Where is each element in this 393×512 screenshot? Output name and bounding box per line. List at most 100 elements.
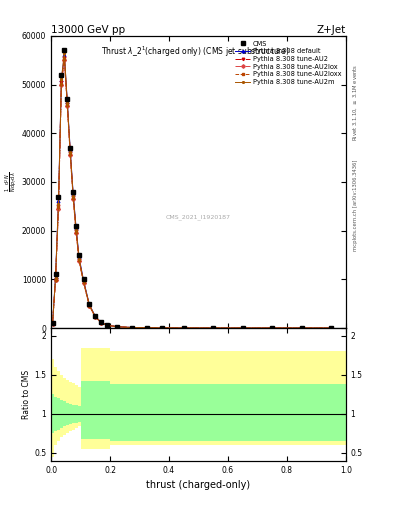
- CMS: [270, 325, 275, 331]
- Text: 13000 GeV pp: 13000 GeV pp: [51, 25, 125, 35]
- Pythia 8.308 tune-AU2: [299, 325, 304, 331]
- Pythia 8.308 tune-AU2loxx: [59, 80, 64, 87]
- Pythia 8.308 tune-AU2loxx: [241, 325, 245, 331]
- Pythia 8.308 tune-AU2loxx: [65, 102, 70, 109]
- Pythia 8.308 tune-AU2: [93, 314, 98, 320]
- CMS: [50, 319, 55, 326]
- Pythia 8.308 default: [59, 77, 64, 83]
- CMS: [56, 194, 61, 200]
- Pythia 8.308 tune-AU2m: [77, 256, 81, 262]
- Pythia 8.308 tune-AU2lox: [182, 325, 186, 331]
- Pythia 8.308 tune-AU2lox: [130, 325, 134, 331]
- CMS: [74, 223, 79, 229]
- Line: Pythia 8.308 default: Pythia 8.308 default: [51, 54, 332, 329]
- Pythia 8.308 tune-AU2loxx: [53, 276, 58, 283]
- Pythia 8.308 tune-AU2m: [329, 325, 333, 331]
- Pythia 8.308 tune-AU2lox: [62, 57, 67, 63]
- Pythia 8.308 tune-AU2lox: [93, 314, 98, 320]
- Pythia 8.308 default: [329, 325, 333, 331]
- Pythia 8.308 tune-AU2lox: [99, 319, 104, 326]
- Pythia 8.308 tune-AU2lox: [145, 325, 149, 331]
- Pythia 8.308 tune-AU2lox: [115, 324, 120, 330]
- Pythia 8.308 tune-AU2lox: [299, 325, 304, 331]
- CMS: [59, 72, 64, 78]
- CMS: [130, 325, 134, 331]
- Y-axis label: $\frac{1}{\mathrm{N}}\frac{\mathrm{d}^2N}{\mathrm{d}p_T\mathrm{d}\lambda}$: $\frac{1}{\mathrm{N}}\frac{\mathrm{d}^2N…: [4, 172, 20, 193]
- Pythia 8.308 default: [62, 52, 67, 58]
- Pythia 8.308 tune-AU2lox: [159, 325, 164, 331]
- Pythia 8.308 tune-AU2loxx: [145, 325, 149, 331]
- Pythia 8.308 default: [74, 225, 79, 231]
- Pythia 8.308 tune-AU2loxx: [182, 325, 186, 331]
- Pythia 8.308 tune-AU2: [65, 101, 70, 107]
- Pythia 8.308 default: [87, 302, 92, 308]
- CMS: [77, 252, 81, 258]
- Line: CMS: CMS: [51, 49, 333, 330]
- CMS: [241, 325, 245, 331]
- Pythia 8.308 tune-AU2loxx: [130, 325, 134, 331]
- Text: Thrust $\lambda\_2^1$(charged only) (CMS jet substructure): Thrust $\lambda\_2^1$(charged only) (CMS…: [101, 45, 290, 59]
- Pythia 8.308 tune-AU2m: [115, 324, 120, 330]
- Pythia 8.308 tune-AU2lox: [56, 206, 61, 212]
- Pythia 8.308 default: [159, 325, 164, 331]
- CMS: [99, 319, 104, 325]
- Pythia 8.308 default: [53, 274, 58, 280]
- Pythia 8.308 tune-AU2loxx: [77, 257, 81, 263]
- CMS: [93, 313, 98, 319]
- Pythia 8.308 tune-AU2m: [65, 100, 70, 106]
- Pythia 8.308 tune-AU2m: [270, 325, 275, 331]
- Pythia 8.308 tune-AU2: [53, 276, 58, 283]
- Pythia 8.308 tune-AU2m: [59, 76, 64, 82]
- Pythia 8.308 tune-AU2loxx: [56, 204, 61, 210]
- Pythia 8.308 tune-AU2m: [87, 302, 92, 308]
- CMS: [62, 48, 67, 54]
- Pythia 8.308 tune-AU2lox: [71, 196, 75, 202]
- CMS: [68, 145, 73, 151]
- Legend: CMS, Pythia 8.308 default, Pythia 8.308 tune-AU2, Pythia 8.308 tune-AU2lox, Pyth: CMS, Pythia 8.308 default, Pythia 8.308 …: [234, 39, 343, 86]
- Pythia 8.308 tune-AU2loxx: [74, 229, 79, 235]
- CMS: [211, 325, 216, 331]
- Pythia 8.308 tune-AU2m: [241, 325, 245, 331]
- Pythia 8.308 tune-AU2: [56, 203, 61, 209]
- CMS: [329, 325, 333, 331]
- Pythia 8.308 tune-AU2lox: [241, 325, 245, 331]
- Pythia 8.308 tune-AU2m: [50, 320, 55, 326]
- Pythia 8.308 default: [71, 191, 75, 197]
- CMS: [105, 322, 109, 328]
- Pythia 8.308 tune-AU2: [241, 325, 245, 331]
- Pythia 8.308 tune-AU2lox: [211, 325, 216, 331]
- Pythia 8.308 tune-AU2: [74, 227, 79, 233]
- Pythia 8.308 tune-AU2m: [93, 313, 98, 319]
- Text: mcplots.cern.ch [arXiv:1306.3436]: mcplots.cern.ch [arXiv:1306.3436]: [353, 159, 358, 250]
- Line: Pythia 8.308 tune-AU2: Pythia 8.308 tune-AU2: [51, 56, 332, 329]
- CMS: [145, 325, 149, 331]
- Pythia 8.308 default: [99, 319, 104, 326]
- Pythia 8.308 tune-AU2: [59, 79, 64, 85]
- Pythia 8.308 tune-AU2m: [74, 227, 79, 233]
- Pythia 8.308 default: [130, 325, 134, 331]
- Pythia 8.308 tune-AU2loxx: [81, 279, 86, 285]
- Pythia 8.308 tune-AU2m: [211, 325, 216, 331]
- Pythia 8.308 tune-AU2m: [68, 148, 73, 155]
- CMS: [159, 325, 164, 331]
- Pythia 8.308 tune-AU2: [115, 324, 120, 330]
- CMS: [87, 301, 92, 307]
- Pythia 8.308 default: [77, 254, 81, 261]
- Pythia 8.308 tune-AU2m: [71, 193, 75, 199]
- CMS: [299, 325, 304, 331]
- Pythia 8.308 tune-AU2m: [56, 201, 61, 207]
- CMS: [81, 276, 86, 283]
- Pythia 8.308 tune-AU2loxx: [71, 195, 75, 201]
- Pythia 8.308 tune-AU2loxx: [93, 314, 98, 320]
- Pythia 8.308 tune-AU2m: [105, 322, 109, 328]
- Pythia 8.308 tune-AU2loxx: [62, 56, 67, 62]
- Pythia 8.308 tune-AU2: [130, 325, 134, 331]
- X-axis label: thrust (charged-only): thrust (charged-only): [147, 480, 250, 490]
- Pythia 8.308 tune-AU2lox: [270, 325, 275, 331]
- Pythia 8.308 tune-AU2lox: [53, 277, 58, 283]
- Pythia 8.308 tune-AU2loxx: [87, 303, 92, 309]
- Text: CMS_2021_I1920187: CMS_2021_I1920187: [166, 214, 231, 220]
- Pythia 8.308 tune-AU2: [87, 303, 92, 309]
- Y-axis label: Ratio to CMS: Ratio to CMS: [22, 370, 31, 419]
- Pythia 8.308 default: [65, 98, 70, 104]
